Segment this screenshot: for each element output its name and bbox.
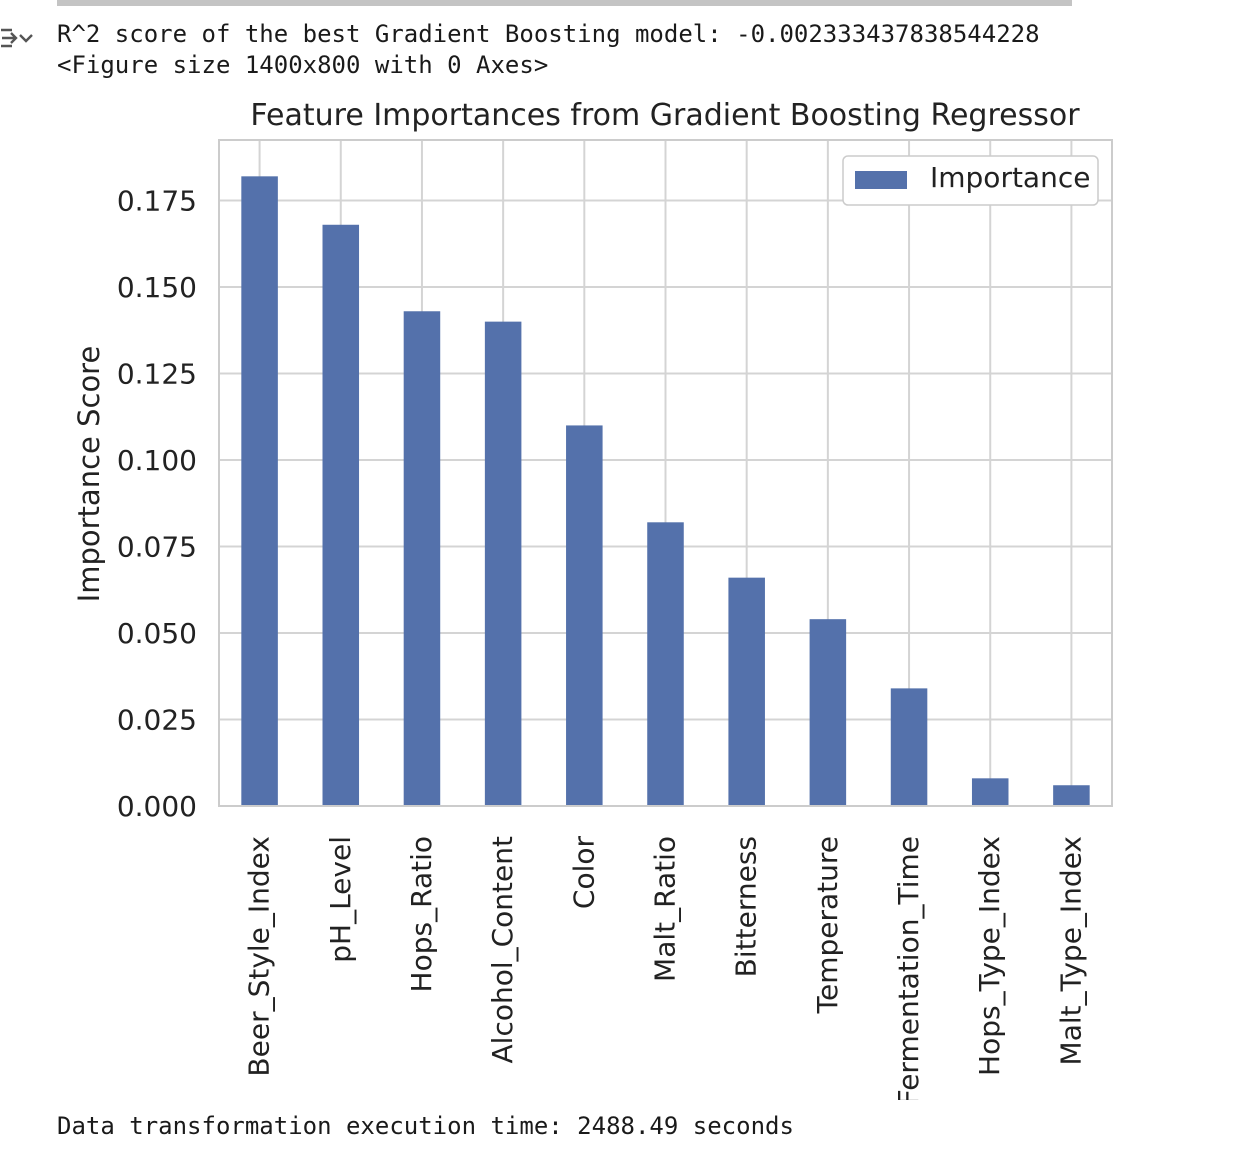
y-tick-label: 0.075 (117, 531, 197, 564)
chart-bars (241, 176, 1090, 806)
y-tick-label: 0.000 (117, 790, 197, 823)
cell-top-bar (57, 0, 1072, 6)
x-tick-label: Beer_Style_Index (243, 836, 276, 1077)
x-tick-label: Color (567, 836, 600, 910)
bar-ph-level (322, 224, 360, 806)
bar-hops-type-index (971, 778, 1009, 806)
bar-fermentation-time (890, 688, 928, 806)
x-tick-label: Alcohol_Content (486, 836, 519, 1063)
figure-size-output: <Figure size 1400x800 with 0 Axes> (57, 51, 549, 79)
bar-malt-ratio (647, 522, 684, 806)
y-axis-label: Importance Score (72, 346, 106, 603)
y-tick-label: 0.175 (117, 185, 197, 218)
y-tick-label: 0.125 (117, 358, 197, 391)
feature-importance-chart: Feature Importances from Gradient Boosti… (72, 98, 1113, 1100)
x-tick-label: Malt_Type_Index (1054, 836, 1087, 1065)
bar-beer-style-index (241, 176, 278, 806)
bar-color (566, 425, 603, 806)
x-tick-label: Hops_Type_Index (973, 836, 1006, 1076)
legend-frame (842, 155, 1099, 206)
y-tick-label: 0.050 (117, 617, 197, 650)
x-tick-label: Temperature (811, 836, 844, 1014)
bar-hops-ratio (403, 311, 441, 806)
y-tick-label: 0.025 (117, 704, 197, 737)
x-tick-label: Bitterness (730, 836, 763, 977)
legend-swatch (855, 171, 907, 189)
x-tick-label: Fermentation_Time (892, 836, 925, 1100)
y-tick-labels: 0.000 0.025 0.050 0.075 0.100 0.125 0.150 0.175 (117, 185, 197, 823)
bar-bitterness (728, 577, 765, 806)
chart-title: Feature Importances from Gradient Boosti… (250, 98, 1080, 133)
x-tick-label: Hops_Ratio (405, 836, 438, 992)
output-collapse-icon[interactable] (0, 24, 34, 52)
execution-time-output: Data transformation execution time: 2488… (57, 1112, 794, 1140)
y-tick-label: 0.150 (117, 271, 197, 304)
r2-score-output: R^2 score of the best Gradient Boosting … (57, 20, 1040, 48)
legend-label: Importance (930, 161, 1090, 194)
bar-alcohol-content (484, 321, 522, 806)
y-tick-label: 0.100 (117, 444, 197, 477)
bar-temperature (809, 619, 847, 806)
plot-frame (218, 139, 1113, 807)
x-tick-label: pH_Level (324, 836, 357, 963)
x-tick-label: Malt_Ratio (649, 836, 682, 982)
chart-legend: Importance (842, 155, 1099, 206)
bar-malt-type-index (1053, 785, 1090, 806)
x-tick-labels: Beer_Style_Index pH_Level Hops_Ratio Alcoho… (243, 836, 1088, 1100)
